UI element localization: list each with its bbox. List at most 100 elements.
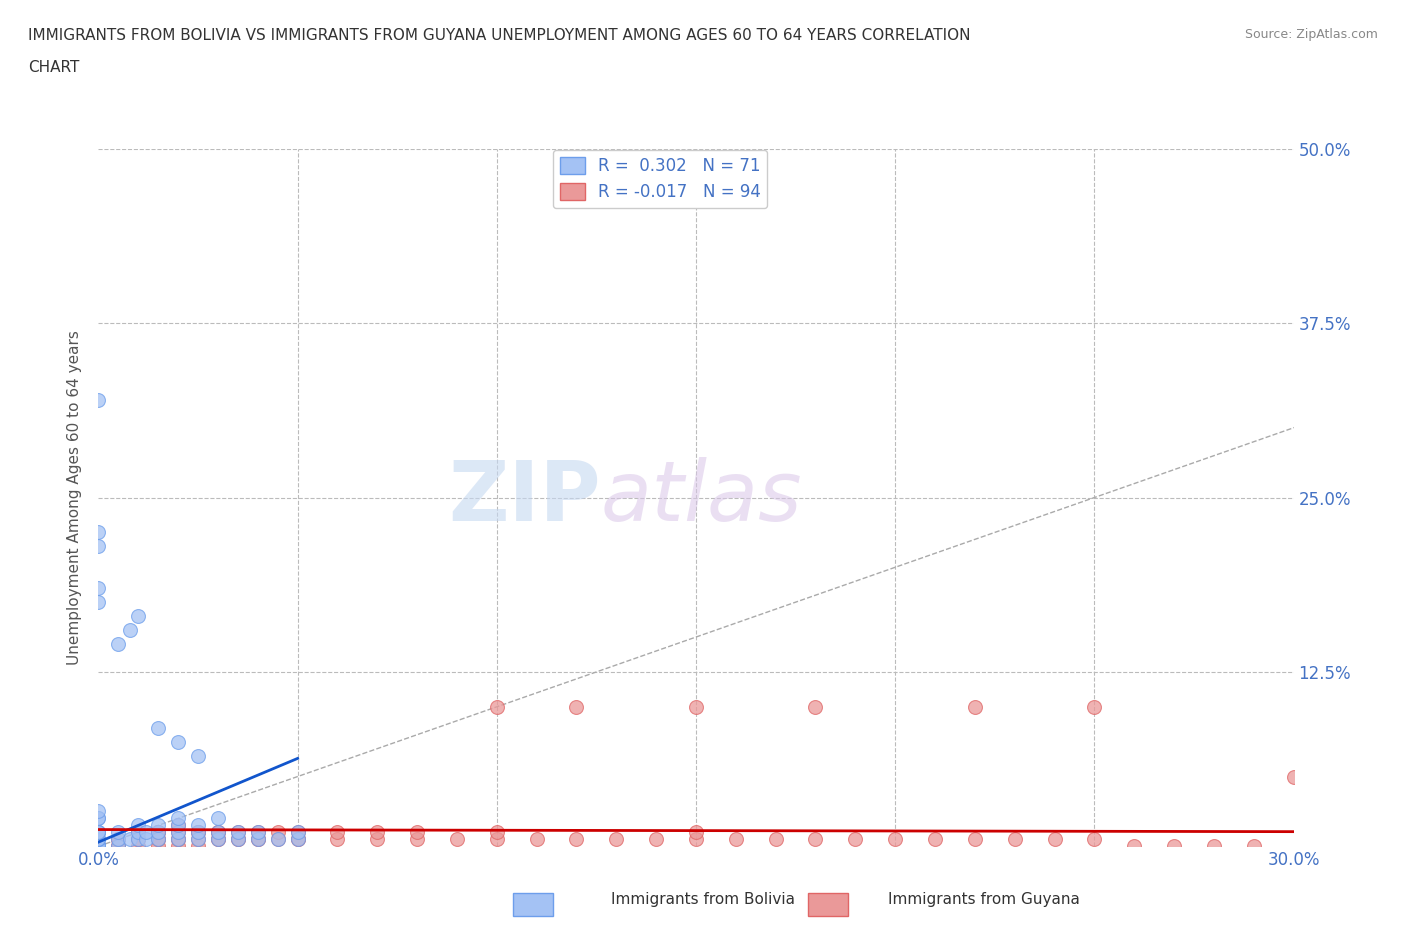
Point [127,825,149,840]
Point [127,832,149,847]
Point [207,832,229,847]
Point [207,832,229,847]
Point [485,832,508,847]
Point [87,392,110,407]
Point [963,699,986,714]
Point [485,699,508,714]
Point [446,832,468,847]
Point [246,832,269,847]
Point [187,825,209,840]
Point [207,832,229,847]
Point [87,839,110,854]
Point [107,825,129,840]
Point [107,839,129,854]
Point [226,825,249,840]
Point [526,832,548,847]
Point [605,832,627,847]
Point [87,525,110,540]
Point [87,839,110,854]
Point [844,832,866,847]
Point [226,825,249,840]
Point [287,832,309,847]
Point [127,832,149,847]
Point [87,839,110,854]
Point [148,825,170,840]
Point [87,832,110,847]
Point [326,832,349,847]
Point [1004,832,1026,847]
Text: atlas: atlas [600,457,801,538]
Point [267,832,290,847]
Point [87,839,110,854]
Point [406,825,429,840]
Point [187,748,209,763]
Point [87,595,110,610]
Point [1202,839,1225,854]
Point [326,825,349,840]
Point [267,825,290,840]
Point [366,825,388,840]
Point [127,818,149,833]
Point [167,818,190,833]
Point [167,832,190,847]
Point [87,839,110,854]
Point [485,825,508,840]
Point [87,839,110,854]
Point [226,832,249,847]
Point [148,832,170,847]
Point [804,699,827,714]
Point [87,839,110,854]
Point [366,832,388,847]
Point [167,735,190,750]
Point [187,832,209,847]
Point [87,839,110,854]
Point [167,832,190,847]
Point [148,825,170,840]
Point [127,839,149,854]
Point [1123,839,1146,854]
Text: CHART: CHART [28,60,80,75]
Point [167,818,190,833]
Point [87,839,110,854]
Point [226,832,249,847]
Point [87,839,110,854]
Point [645,832,668,847]
Point [87,839,110,854]
Point [685,699,707,714]
Point [1282,769,1305,784]
Point [1043,832,1066,847]
Point [87,839,110,854]
Point [1083,832,1105,847]
Point [87,839,110,854]
Point [87,839,110,854]
Point [187,825,209,840]
Point [246,825,269,840]
Point [87,839,110,854]
Point [187,818,209,833]
Point [148,832,170,847]
Point [87,839,110,854]
Point [287,825,309,840]
Text: ZIP: ZIP [449,457,600,538]
Point [187,839,209,854]
Point [167,832,190,847]
Point [107,832,129,847]
Point [87,839,110,854]
Point [267,832,290,847]
Point [87,839,110,854]
Point [87,839,110,854]
Point [107,637,129,652]
Point [884,832,907,847]
Point [87,839,110,854]
Point [87,839,110,854]
Point [87,832,110,847]
Point [127,609,149,624]
Point [187,825,209,840]
Point [87,839,110,854]
Text: Source: ZipAtlas.com: Source: ZipAtlas.com [1244,28,1378,41]
Point [87,839,110,854]
Point [127,832,149,847]
Point [87,825,110,840]
Point [87,839,110,854]
Point [287,825,309,840]
